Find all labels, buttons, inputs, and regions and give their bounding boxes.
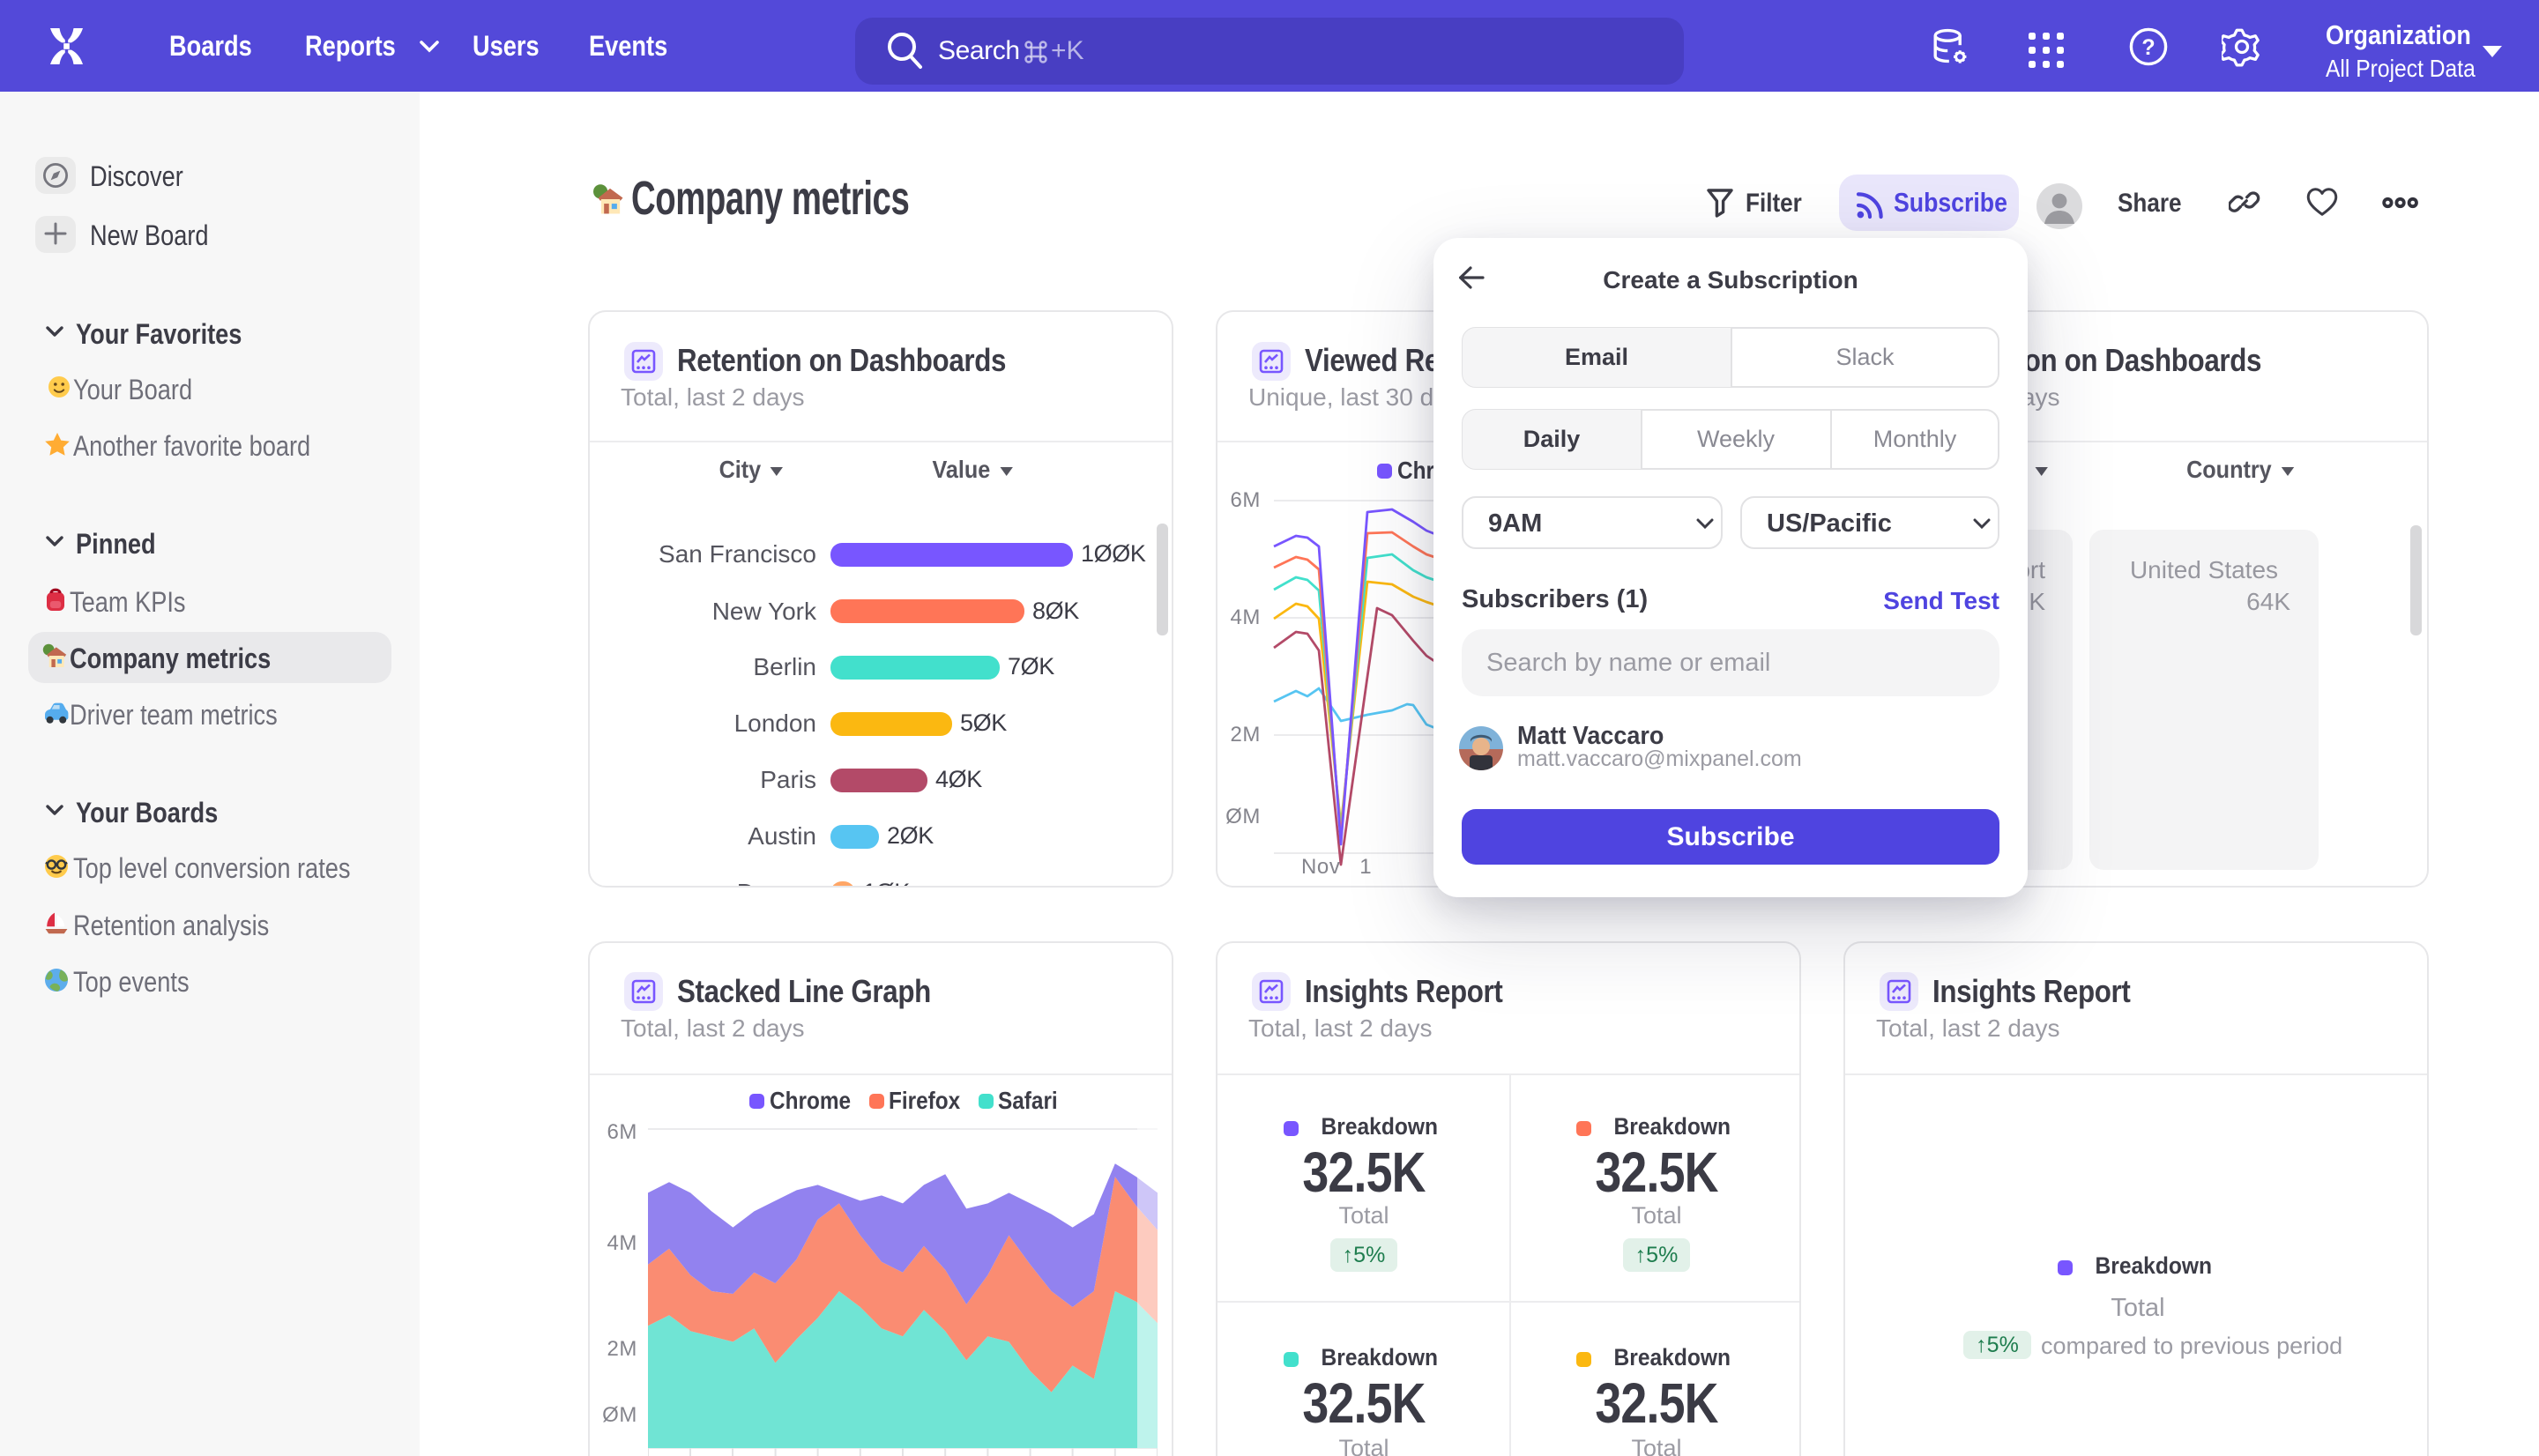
svg-text:?: ? bbox=[2141, 35, 2155, 60]
